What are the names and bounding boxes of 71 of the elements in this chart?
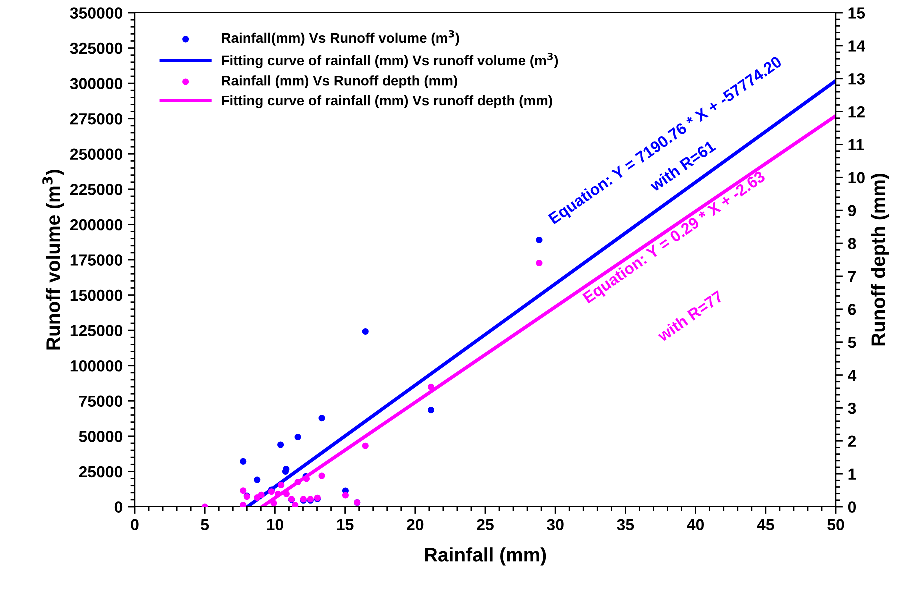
y-tick-label: 300000 <box>70 78 123 90</box>
point <box>258 492 265 498</box>
y2-tick-label: 8 <box>848 238 856 250</box>
x-tick-label: 0 <box>131 519 139 531</box>
x-tick-label: 45 <box>757 519 774 531</box>
legend-label: Fitting curve of rainfall (mm) Vs runoff depth (mm) <box>222 95 552 108</box>
point <box>283 490 290 498</box>
y-axis-title: Runoff volume (m$^{3}$) <box>42 170 64 350</box>
y-tick-label: 200000 <box>70 219 123 231</box>
y2-tick-label: 3 <box>848 402 856 414</box>
point <box>270 500 278 507</box>
y2-tick-label: 1 <box>848 468 856 480</box>
y2-tick-label: 12 <box>848 106 865 118</box>
y-tick-label: 50000 <box>79 431 123 442</box>
legend-label: Fitting curve of rainfall (mm) Vs runoff volume (m$^{3}$) <box>222 52 558 68</box>
y2-tick-label: 0 <box>848 502 856 513</box>
y-tick-label: 325000 <box>70 42 123 54</box>
x-tick-label: 35 <box>617 519 634 531</box>
point <box>275 490 282 498</box>
point <box>278 482 285 489</box>
point <box>428 407 434 414</box>
y2-tick-label: 6 <box>848 304 856 316</box>
y-tick-label: 275000 <box>70 113 123 125</box>
x-tick-label: 25 <box>477 519 494 531</box>
point <box>278 442 284 448</box>
y-tick-label: 250000 <box>70 148 123 160</box>
y-tick-label: 100000 <box>70 360 123 372</box>
y-tick-label: 225000 <box>70 184 123 196</box>
y-tick-label: 175000 <box>70 254 123 266</box>
point <box>362 442 369 450</box>
x-tick-label: 15 <box>337 519 354 531</box>
point <box>536 260 543 267</box>
point <box>428 384 434 390</box>
y-tick-label: 75000 <box>79 396 123 408</box>
y2-tick-label: 15 <box>848 8 866 19</box>
y-tick-label: 350000 <box>70 8 123 19</box>
point <box>318 472 326 480</box>
y-tick-label: 150000 <box>70 290 123 302</box>
point <box>536 236 543 244</box>
point <box>254 476 261 484</box>
y2-tick-label: 4 <box>848 370 857 382</box>
x-tick-label: 30 <box>547 519 564 531</box>
point <box>294 434 302 441</box>
y-tick-label: 125000 <box>70 325 123 337</box>
y-tick-label: 0 <box>114 502 123 513</box>
y2-tick-label: 2 <box>848 436 856 447</box>
legend-label: Rainfall (mm) Vs Runoff depth (mm) <box>222 76 458 89</box>
legend-label: Rainfall(mm) Vs Runoff volume (m$^{3}$) <box>222 30 460 46</box>
y2-tick-label: 7 <box>848 271 856 282</box>
x-tick-label: 5 <box>201 519 210 531</box>
y-tick-label: 25000 <box>79 466 123 478</box>
point <box>240 488 247 494</box>
point <box>362 328 369 335</box>
x-tick-label: 10 <box>267 519 284 531</box>
point <box>294 479 302 486</box>
y2-tick-label: 14 <box>848 40 866 52</box>
y2-tick-label: 13 <box>848 74 865 85</box>
point <box>240 458 247 465</box>
point <box>318 415 326 422</box>
x-tick-label: 20 <box>407 519 424 531</box>
point <box>342 492 349 499</box>
y2-tick-label: 10 <box>848 172 865 184</box>
y2-tick-label: 5 <box>848 337 856 348</box>
point <box>292 502 299 507</box>
y2-axis-title: Runoff depth (mm) <box>871 174 890 346</box>
point <box>240 502 247 507</box>
x-tick-label: 50 <box>828 519 844 531</box>
y2-tick-label: 11 <box>848 140 864 151</box>
y2-tick-label: 9 <box>848 205 856 217</box>
x-tick-label: 40 <box>687 519 704 531</box>
x-axis-title: Rainfall (mm) <box>425 548 546 566</box>
